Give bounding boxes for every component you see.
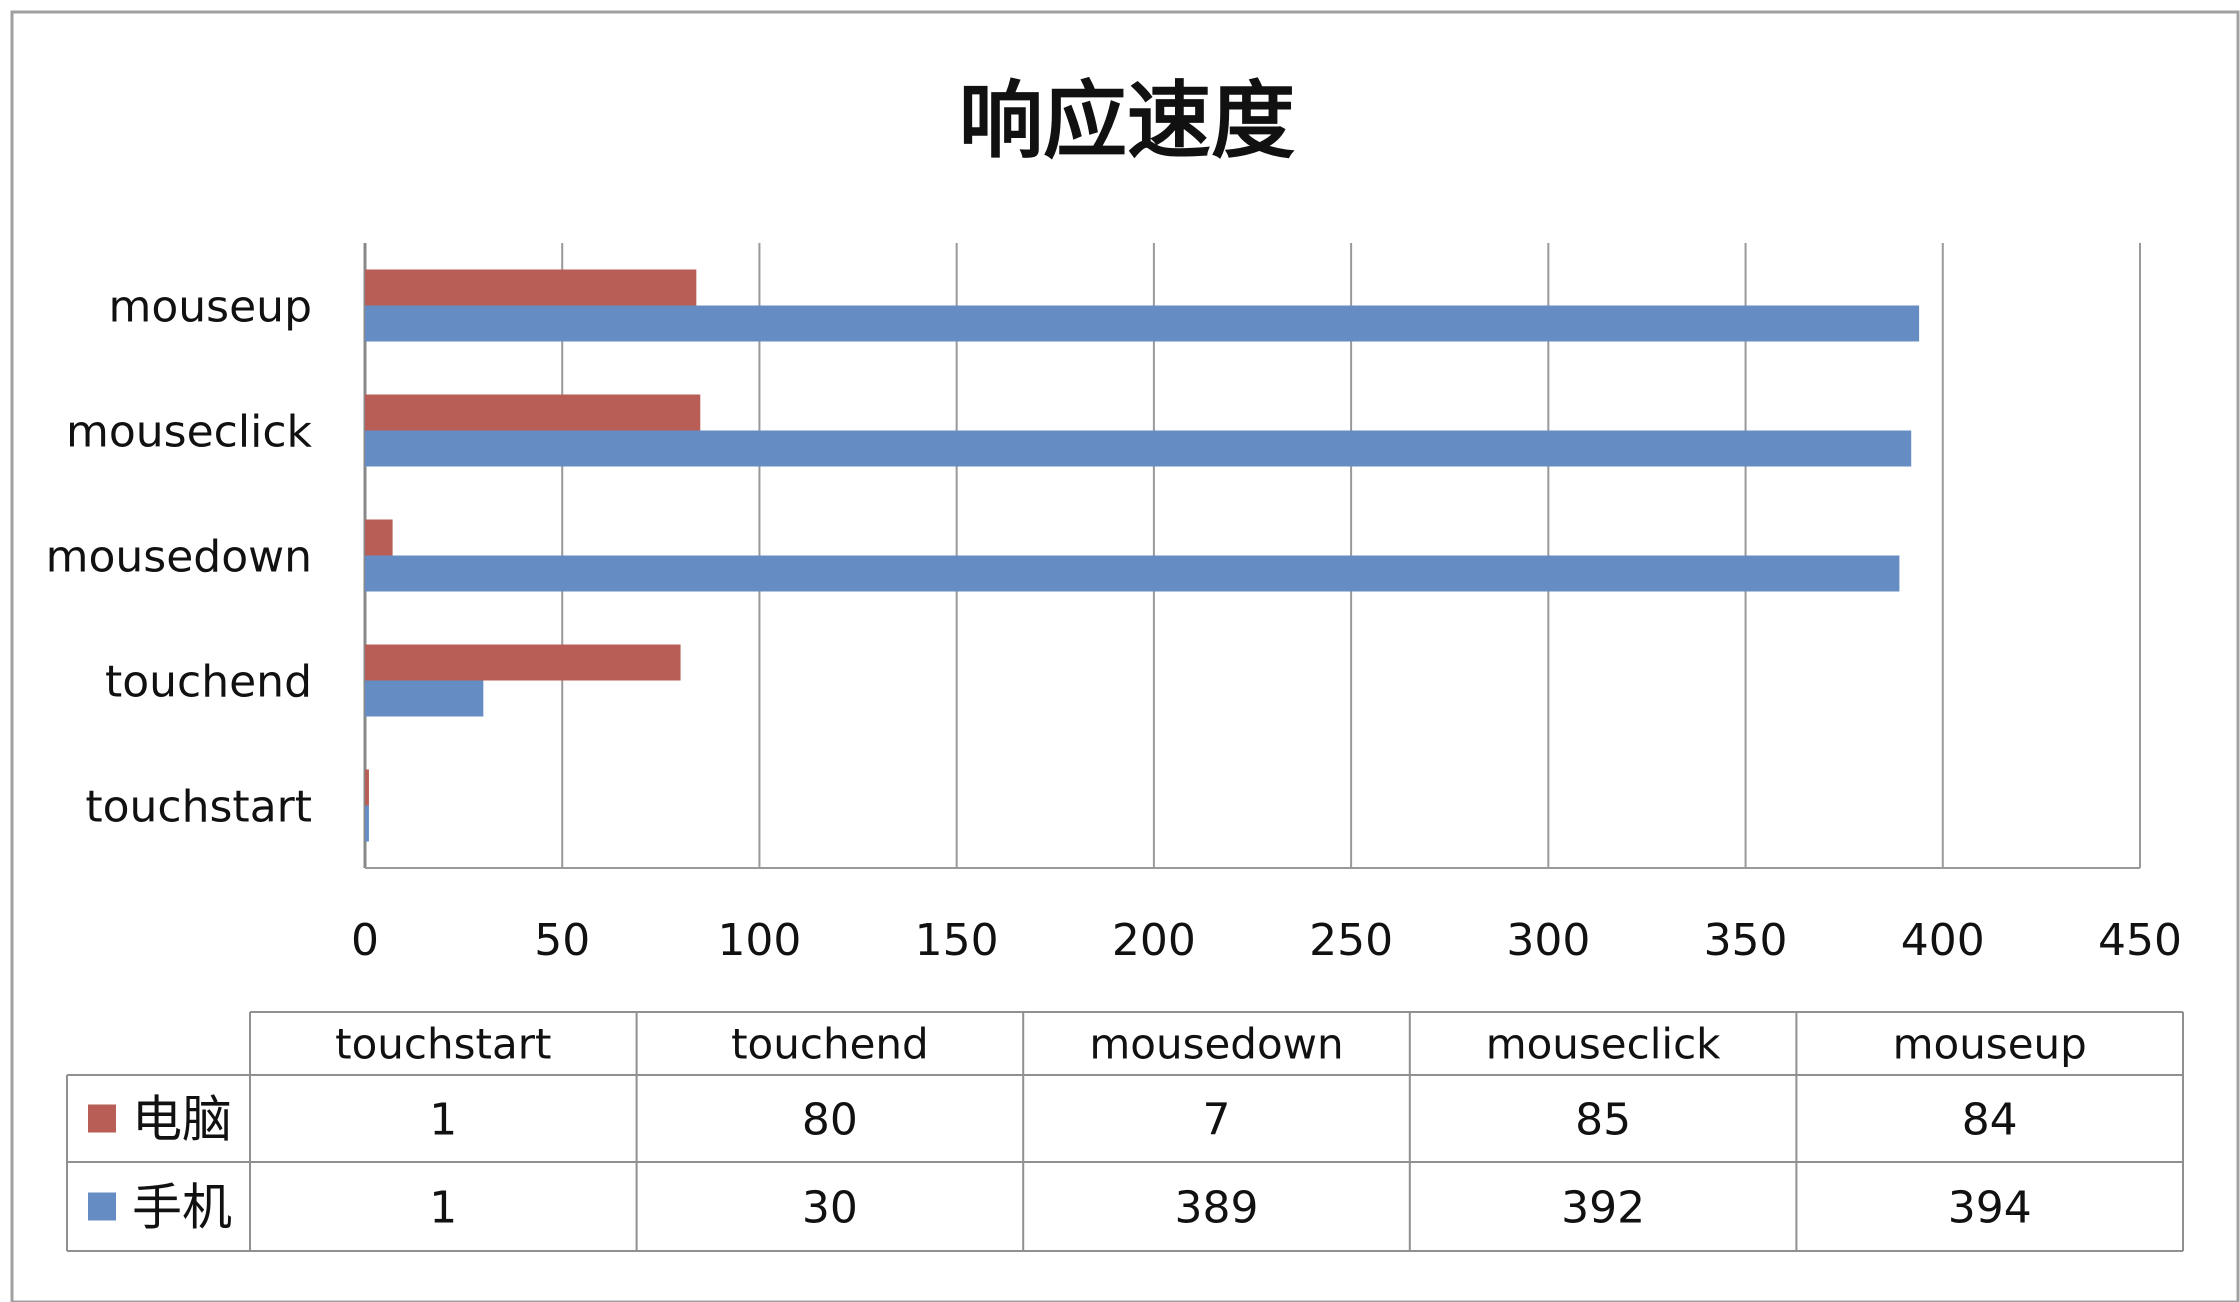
table-value-cell: 1 xyxy=(429,1183,457,1234)
bar-series-1-mousedown xyxy=(365,519,393,556)
legend-series-name: 手机 xyxy=(132,1179,232,1237)
bar-series-1-mouseup xyxy=(365,269,697,306)
bar-series-1-touchstart xyxy=(365,769,369,806)
y-category-label: mouseup xyxy=(109,282,312,333)
legend-series-name: 电脑 xyxy=(132,1091,232,1149)
table-header-cell: mouseclick xyxy=(1486,1020,1721,1069)
x-tick-label: 150 xyxy=(915,915,999,966)
chart-title: 响应速度 xyxy=(959,72,1295,170)
legend-swatch xyxy=(88,1192,116,1221)
table-value-cell: 7 xyxy=(1203,1095,1231,1146)
bar-series-2-mouseup xyxy=(365,305,1920,342)
x-tick-label: 100 xyxy=(717,915,801,966)
x-tick-label: 200 xyxy=(1112,915,1196,966)
x-tick-label: 250 xyxy=(1309,915,1393,966)
bar-series-2-touchstart xyxy=(365,805,369,842)
x-tick-label: 350 xyxy=(1704,915,1788,966)
table-value-cell: 84 xyxy=(1962,1095,2018,1146)
table-value-cell: 1 xyxy=(429,1095,457,1146)
bar-series-2-mousedown xyxy=(365,555,1900,592)
legend-swatch xyxy=(88,1104,116,1133)
table-header-cell: touchend xyxy=(731,1020,929,1069)
bar-series-2-touchend xyxy=(365,680,484,717)
table-header-cell: mouseup xyxy=(1893,1020,2087,1069)
x-tick-label: 300 xyxy=(1506,915,1590,966)
chart-frame xyxy=(10,10,2240,1302)
x-tick-label: 50 xyxy=(534,915,590,966)
data-table: touchstart touchend mousedown mouseclick mou… xyxy=(66,1011,2184,1252)
y-category-label: mousedown xyxy=(46,532,312,583)
table-value-cell: 80 xyxy=(802,1095,858,1146)
table-header-cell: touchstart xyxy=(335,1020,551,1069)
x-tick-label: 450 xyxy=(2098,915,2182,966)
bars-group xyxy=(365,269,1920,842)
y-category-label: touchend xyxy=(105,657,312,708)
y-category-label: touchstart xyxy=(85,782,312,833)
y-axis-labels: touchstart touchend mousedown mouseclick mou… xyxy=(46,282,313,833)
table-value-cell: 389 xyxy=(1175,1183,1259,1234)
table-header-cell: mousedown xyxy=(1089,1020,1343,1069)
table-value-cell: 392 xyxy=(1561,1183,1645,1234)
table-value-cell: 394 xyxy=(1948,1183,2032,1234)
y-category-label: mouseclick xyxy=(66,407,312,458)
x-tick-label: 400 xyxy=(1901,915,1985,966)
table-value-cell: 30 xyxy=(802,1183,858,1234)
table-value-cell: 85 xyxy=(1575,1095,1631,1146)
x-axis-ticks: 0 50 100 150 200 250 300 350 400 450 xyxy=(351,915,2182,966)
bar-series-2-mouseclick xyxy=(365,430,1912,467)
bar-series-1-touchend xyxy=(365,644,681,681)
x-tick-label: 0 xyxy=(351,915,379,966)
bar-series-1-mouseclick xyxy=(365,394,701,431)
